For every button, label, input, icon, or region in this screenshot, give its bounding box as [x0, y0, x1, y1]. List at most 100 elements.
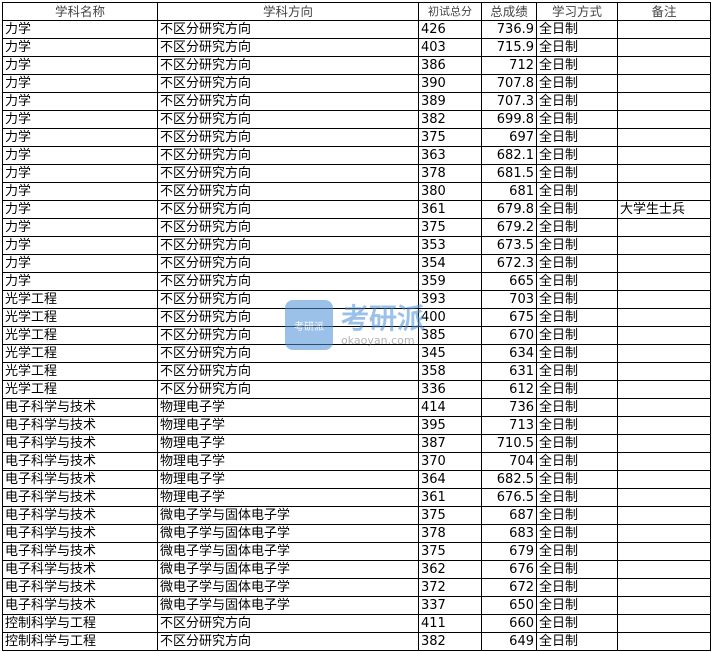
- cell-remarks: [617, 578, 711, 597]
- cell-subject: 力学: [2, 92, 158, 111]
- cell-study-mode: 全日制: [536, 434, 618, 453]
- cell-study-mode: 全日制: [536, 542, 618, 561]
- table-row: 力学 不区分研究方向 361 679.8 全日制 大学生士兵: [2, 200, 711, 219]
- cell-study-mode: 全日制: [536, 362, 618, 381]
- cell-initial-score: 372: [418, 578, 482, 597]
- table-row: 电子科学与技术 微电子学与固体电子学 378 683 全日制: [2, 524, 711, 543]
- cell-subject: 电子科学与技术: [2, 434, 158, 453]
- table-row: 力学 不区分研究方向 380 681 全日制: [2, 182, 711, 201]
- cell-direction: 微电子学与固体电子学: [157, 596, 419, 615]
- table-row: 电子科学与技术 微电子学与固体电子学 375 679 全日制: [2, 542, 711, 561]
- table-row: 力学 不区分研究方向 359 665 全日制: [2, 272, 711, 291]
- cell-subject: 力学: [2, 74, 158, 93]
- cell-direction: 微电子学与固体电子学: [157, 524, 419, 543]
- cell-total-score: 676.5: [481, 488, 537, 507]
- cell-study-mode: 全日制: [536, 344, 618, 363]
- cell-remarks: [617, 524, 711, 543]
- cell-subject: 电子科学与技术: [2, 524, 158, 543]
- cell-subject: 力学: [2, 38, 158, 57]
- header-direction: 学科方向: [157, 2, 419, 21]
- cell-initial-score: 364: [418, 470, 482, 489]
- cell-total-score: 697: [481, 128, 537, 147]
- cell-subject: 力学: [2, 236, 158, 255]
- cell-subject: 电子科学与技术: [2, 578, 158, 597]
- cell-study-mode: 全日制: [536, 632, 618, 651]
- table-row: 力学 不区分研究方向 363 682.1 全日制: [2, 146, 711, 165]
- cell-study-mode: 全日制: [536, 128, 618, 147]
- cell-subject: 力学: [2, 200, 158, 219]
- cell-initial-score: 361: [418, 200, 482, 219]
- cell-study-mode: 全日制: [536, 164, 618, 183]
- cell-subject: 电子科学与技术: [2, 470, 158, 489]
- cell-subject: 力学: [2, 146, 158, 165]
- cell-remarks: [617, 218, 711, 237]
- cell-remarks: [617, 452, 711, 471]
- cell-study-mode: 全日制: [536, 146, 618, 165]
- table-row: 电子科学与技术 微电子学与固体电子学 375 687 全日制: [2, 506, 711, 525]
- cell-remarks: [617, 182, 711, 201]
- cell-subject: 电子科学与技术: [2, 542, 158, 561]
- cell-direction: 物理电子学: [157, 452, 419, 471]
- cell-initial-score: 390: [418, 74, 482, 93]
- cell-remarks: [617, 110, 711, 129]
- cell-direction: 不区分研究方向: [157, 218, 419, 237]
- table-row: 电子科学与技术 物理电子学 414 736 全日制: [2, 398, 711, 417]
- cell-remarks: [617, 20, 711, 39]
- table-row: 力学 不区分研究方向 353 673.5 全日制: [2, 236, 711, 255]
- cell-initial-score: 375: [418, 218, 482, 237]
- cell-remarks: [617, 380, 711, 399]
- cell-initial-score: 345: [418, 344, 482, 363]
- cell-total-score: 650: [481, 596, 537, 615]
- cell-initial-score: 400: [418, 308, 482, 327]
- cell-direction: 不区分研究方向: [157, 200, 419, 219]
- table-row: 光学工程 不区分研究方向 385 670 全日制: [2, 326, 711, 345]
- table-row: 光学工程 不区分研究方向 393 703 全日制: [2, 290, 711, 309]
- cell-total-score: 660: [481, 614, 537, 633]
- cell-subject: 力学: [2, 218, 158, 237]
- cell-total-score: 712: [481, 56, 537, 75]
- cell-subject: 光学工程: [2, 290, 158, 309]
- table-row: 光学工程 不区分研究方向 336 612 全日制: [2, 380, 711, 399]
- cell-study-mode: 全日制: [536, 524, 618, 543]
- cell-direction: 不区分研究方向: [157, 146, 419, 165]
- cell-remarks: [617, 434, 711, 453]
- cell-initial-score: 395: [418, 416, 482, 435]
- cell-direction: 不区分研究方向: [157, 632, 419, 651]
- cell-initial-score: 363: [418, 146, 482, 165]
- cell-subject: 电子科学与技术: [2, 416, 158, 435]
- cell-direction: 不区分研究方向: [157, 20, 419, 39]
- cell-initial-score: 336: [418, 380, 482, 399]
- cell-initial-score: 361: [418, 488, 482, 507]
- cell-direction: 不区分研究方向: [157, 38, 419, 57]
- cell-subject: 力学: [2, 254, 158, 273]
- cell-initial-score: 389: [418, 92, 482, 111]
- table-row: 电子科学与技术 微电子学与固体电子学 337 650 全日制: [2, 596, 711, 615]
- cell-initial-score: 378: [418, 164, 482, 183]
- cell-remarks: [617, 362, 711, 381]
- cell-direction: 微电子学与固体电子学: [157, 560, 419, 579]
- cell-total-score: 681.5: [481, 164, 537, 183]
- cell-study-mode: 全日制: [536, 74, 618, 93]
- cell-direction: 物理电子学: [157, 488, 419, 507]
- table-row: 电子科学与技术 物理电子学 395 713 全日制: [2, 416, 711, 435]
- cell-direction: 微电子学与固体电子学: [157, 542, 419, 561]
- cell-subject: 电子科学与技术: [2, 488, 158, 507]
- cell-direction: 不区分研究方向: [157, 164, 419, 183]
- cell-direction: 不区分研究方向: [157, 182, 419, 201]
- cell-study-mode: 全日制: [536, 488, 618, 507]
- cell-remarks: [617, 596, 711, 615]
- cell-remarks: [617, 614, 711, 633]
- cell-remarks: [617, 560, 711, 579]
- cell-initial-score: 426: [418, 20, 482, 39]
- table-row: 电子科学与技术 物理电子学 387 710.5 全日制: [2, 434, 711, 453]
- cell-remarks: [617, 92, 711, 111]
- cell-remarks: [617, 470, 711, 489]
- cell-remarks: [617, 398, 711, 417]
- cell-subject: 力学: [2, 56, 158, 75]
- cell-direction: 不区分研究方向: [157, 290, 419, 309]
- cell-total-score: 707.3: [481, 92, 537, 111]
- cell-remarks: [617, 164, 711, 183]
- cell-initial-score: 403: [418, 38, 482, 57]
- cell-total-score: 675: [481, 308, 537, 327]
- cell-total-score: 679: [481, 542, 537, 561]
